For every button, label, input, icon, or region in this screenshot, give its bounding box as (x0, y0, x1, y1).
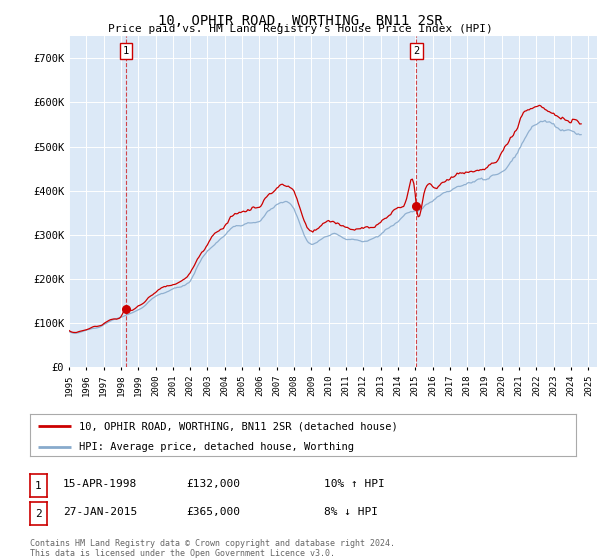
Text: £132,000: £132,000 (186, 479, 240, 489)
Text: Price paid vs. HM Land Registry's House Price Index (HPI): Price paid vs. HM Land Registry's House … (107, 24, 493, 34)
Text: HPI: Average price, detached house, Worthing: HPI: Average price, detached house, Wort… (79, 442, 354, 452)
Text: 1: 1 (35, 480, 42, 491)
Text: 10% ↑ HPI: 10% ↑ HPI (324, 479, 385, 489)
Text: 10, OPHIR ROAD, WORTHING, BN11 2SR: 10, OPHIR ROAD, WORTHING, BN11 2SR (158, 14, 442, 28)
Text: 27-JAN-2015: 27-JAN-2015 (63, 507, 137, 517)
Text: £365,000: £365,000 (186, 507, 240, 517)
Text: 2: 2 (413, 46, 419, 56)
Text: Contains HM Land Registry data © Crown copyright and database right 2024.
This d: Contains HM Land Registry data © Crown c… (30, 539, 395, 558)
Text: 10, OPHIR ROAD, WORTHING, BN11 2SR (detached house): 10, OPHIR ROAD, WORTHING, BN11 2SR (deta… (79, 421, 398, 431)
Text: 8% ↓ HPI: 8% ↓ HPI (324, 507, 378, 517)
Text: 15-APR-1998: 15-APR-1998 (63, 479, 137, 489)
Text: 1: 1 (123, 46, 129, 56)
Text: 2: 2 (35, 508, 42, 519)
